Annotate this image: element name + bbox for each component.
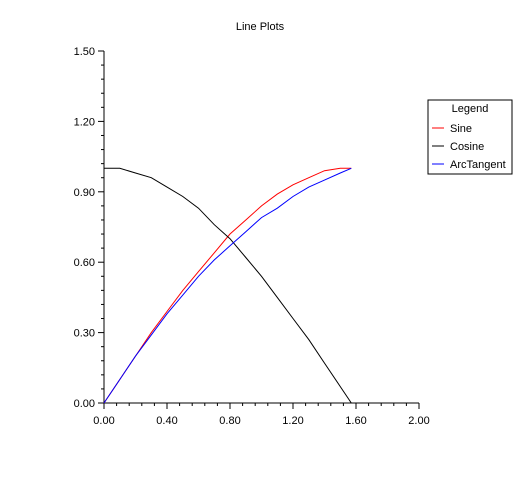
x-tick-label: 1.20 bbox=[282, 415, 303, 427]
plot-series bbox=[103, 167, 352, 404]
legend-entry-cosine: Cosine bbox=[450, 141, 484, 153]
legend-box bbox=[427, 99, 513, 175]
y-tick-label: 0.30 bbox=[74, 328, 95, 340]
legend-entry-sine: Sine bbox=[450, 123, 472, 135]
x-tick-label: 0.40 bbox=[156, 415, 177, 427]
legend-entry-arctangent: ArcTangent bbox=[450, 159, 506, 171]
y-tick-label: 1.50 bbox=[74, 46, 95, 58]
series-line-cosine bbox=[104, 167, 352, 404]
y-tick-label: 0.00 bbox=[74, 398, 95, 410]
legend-title: Legend bbox=[452, 103, 489, 115]
x-tick-label: 0.80 bbox=[219, 415, 240, 427]
axes: 0.00 0.30 0.60 0.90 1.20 1.50 0.00 0.40 0.80 1.20… bbox=[74, 46, 430, 427]
x-tick-label: 0.00 bbox=[93, 415, 114, 427]
y-tick-label: 1.20 bbox=[74, 116, 95, 128]
series-line-arctangent bbox=[103, 167, 352, 404]
y-tick-label: 0.60 bbox=[74, 257, 95, 269]
x-tick-label: 2.00 bbox=[408, 415, 429, 427]
x-tick-label: 1.60 bbox=[345, 415, 366, 427]
y-tick-label: 0.90 bbox=[74, 187, 95, 199]
chart-title: Line Plots bbox=[236, 21, 285, 33]
series-line-sine bbox=[103, 167, 352, 404]
legend: Legend Sine Cosine ArcTangent bbox=[427, 99, 513, 175]
